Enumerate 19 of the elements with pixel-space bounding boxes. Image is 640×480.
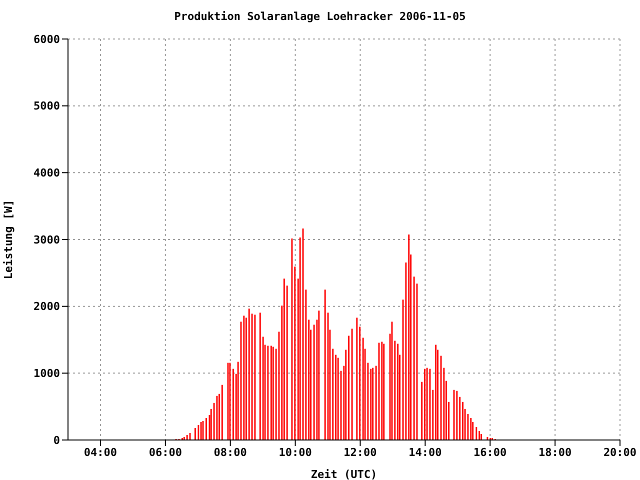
y-tick-label: 1000 — [34, 367, 60, 380]
x-tick-label: 20:00 — [603, 446, 637, 459]
y-axis-title: Leistung [W] — [2, 200, 15, 280]
y-tick-label: 6000 — [34, 32, 60, 46]
y-tick-label: 0 — [53, 434, 60, 447]
x-tick-label: 10:00 — [278, 446, 312, 459]
x-tick-label: 12:00 — [344, 446, 377, 459]
y-tick-label: 3000 — [34, 233, 60, 246]
x-tick-label: 04:00 — [84, 446, 118, 459]
chart-title: Produktion Solaranlage Loehracker 2006-11-05 — [173, 10, 467, 23]
x-axis-title: Zeit (UTC) — [310, 468, 378, 480]
y-tick-label: 5000 — [34, 100, 60, 113]
x-tick-label: 14:00 — [408, 446, 442, 459]
x-tick-label: 18:00 — [538, 446, 572, 459]
x-tick-label: 08:00 — [214, 446, 247, 459]
y-tick-label: 4000 — [34, 166, 60, 180]
y-tick-label: 2000 — [34, 300, 60, 314]
x-tick-label: 06:00 — [148, 446, 182, 459]
x-tick-label: 16:00 — [474, 446, 507, 459]
